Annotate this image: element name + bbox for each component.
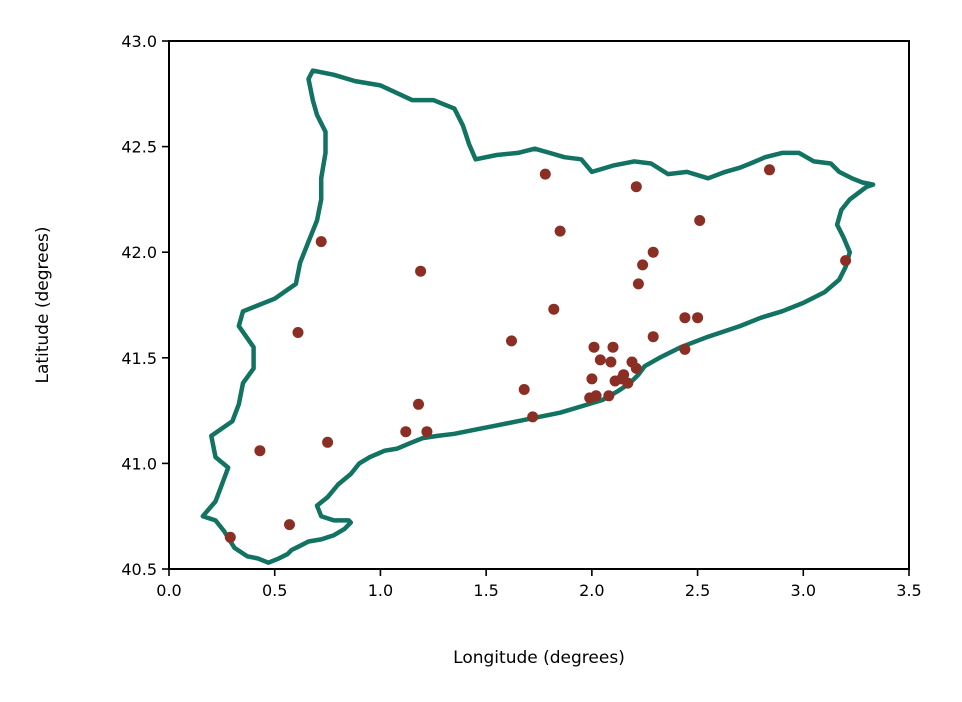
x-axis: 0.0 0.5 1.0 1.5 2.0 2.5 3.0 3.5: [156, 569, 922, 600]
data-point: [607, 341, 619, 353]
data-point: [647, 331, 659, 343]
plot-area: [200, 68, 876, 565]
data-point: [413, 398, 424, 410]
data-point: [840, 255, 852, 267]
y-axis: 40.5 41.0 41.5 42.0 42.5 43.0: [121, 32, 169, 579]
y-tick-label: 41.0: [121, 454, 157, 473]
y-tick-label: 43.0: [121, 32, 157, 51]
data-point: [603, 390, 615, 402]
y-tick-label: 41.5: [121, 349, 157, 368]
x-tick-label: 1.0: [368, 581, 393, 600]
data-point: [586, 373, 598, 385]
data-point: [647, 246, 659, 258]
data-point: [506, 335, 517, 347]
region-boundary: [200, 68, 876, 565]
x-tick-label: 2.0: [579, 581, 604, 600]
data-point: [637, 259, 649, 271]
data-point: [590, 390, 602, 402]
x-tick-label: 0.0: [156, 581, 181, 600]
x-tick-label: 2.5: [685, 581, 710, 600]
data-point: [679, 312, 691, 324]
y-tick-label: 42.5: [121, 138, 157, 157]
data-point: [315, 236, 327, 248]
data-point: [605, 356, 617, 368]
data-point: [415, 265, 427, 277]
data-point: [630, 362, 642, 374]
data-point: [254, 445, 266, 457]
x-axis-title: Longitude (degrees): [453, 648, 625, 668]
data-point: [292, 327, 304, 338]
data-point: [622, 377, 634, 389]
data-point: [679, 343, 691, 355]
x-tick-label: 3.0: [791, 581, 816, 600]
data-point: [284, 519, 295, 531]
data-point: [609, 375, 621, 387]
data-point: [554, 225, 566, 237]
data-point: [692, 312, 704, 324]
data-point: [527, 411, 539, 423]
plot-frame: [168, 40, 910, 570]
data-point: [400, 426, 412, 438]
data-point: [632, 278, 644, 290]
data-point: [694, 215, 706, 226]
data-point: [421, 426, 433, 438]
data-point: [764, 164, 775, 176]
data-point: [539, 168, 551, 180]
data-point: [588, 341, 600, 353]
data-point: [224, 531, 236, 543]
x-tick-label: 1.5: [473, 581, 498, 600]
data-point: [518, 384, 530, 395]
y-tick-label: 42.0: [121, 243, 157, 262]
y-tick-label: 40.5: [121, 560, 157, 579]
y-axis-title: Latitude (degrees): [33, 226, 53, 383]
x-tick-label: 3.5: [896, 581, 921, 600]
data-point: [322, 436, 334, 448]
data-point: [548, 303, 560, 315]
data-point: [630, 181, 642, 193]
data-point: [594, 354, 606, 366]
x-tick-label: 0.5: [262, 581, 287, 600]
